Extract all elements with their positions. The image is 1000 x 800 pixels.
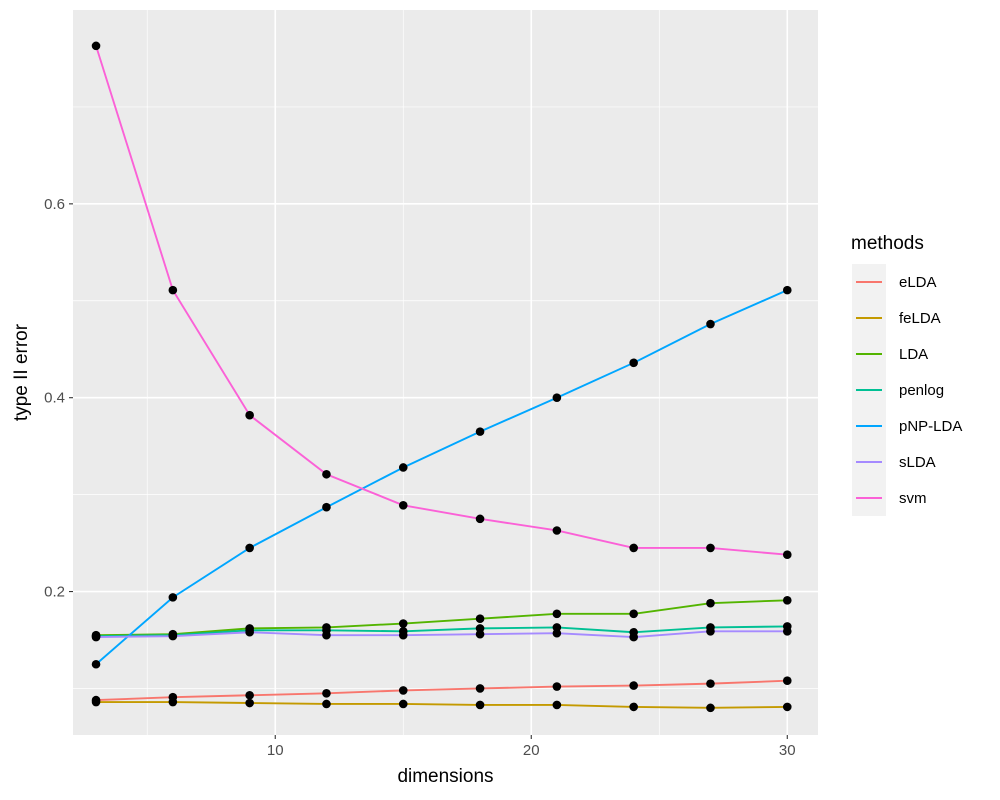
data-point-lda bbox=[629, 609, 638, 619]
data-point-pnp-lda bbox=[168, 593, 178, 602]
data-point-slda bbox=[168, 631, 178, 641]
data-point-pnp-lda bbox=[91, 659, 101, 669]
data-point-slda bbox=[629, 632, 638, 642]
data-point-pnp-lda bbox=[245, 543, 254, 553]
y-tick-label: 0.6 bbox=[44, 196, 65, 213]
plot-panel bbox=[73, 10, 818, 735]
legend-label: eLDA bbox=[899, 274, 937, 291]
data-point-felda bbox=[168, 697, 178, 707]
series-line-elda bbox=[96, 679, 788, 702]
legend-label: svm bbox=[899, 490, 927, 507]
data-point-slda bbox=[398, 630, 408, 640]
legend-label: sLDA bbox=[899, 454, 936, 471]
data-point-pnp-lda bbox=[629, 358, 638, 368]
data-point-svm bbox=[782, 550, 792, 560]
data-point-elda bbox=[322, 689, 331, 698]
data-point-felda bbox=[91, 697, 101, 707]
data-point-slda bbox=[706, 626, 715, 636]
data-point-elda bbox=[245, 690, 254, 700]
data-point-pnp-lda bbox=[782, 285, 792, 295]
data-point-felda bbox=[629, 702, 638, 712]
legend: methods eLDA feLDA LDA penlog pNP-LDA sLDA svm bbox=[851, 233, 962, 516]
data-point-pnp-lda bbox=[398, 463, 408, 472]
data-point-felda bbox=[782, 702, 792, 712]
data-point-svm bbox=[91, 41, 101, 51]
legend-label: feLDA bbox=[899, 310, 941, 327]
series-line-penlog bbox=[96, 625, 788, 638]
data-point-svm bbox=[168, 285, 178, 295]
data-point-pnp-lda bbox=[475, 427, 485, 436]
legend-label: penlog bbox=[899, 382, 944, 399]
x-axis-title: dimensions bbox=[397, 766, 493, 787]
major-gridlines bbox=[73, 10, 818, 735]
data-point-pnp-lda bbox=[552, 393, 562, 403]
data-point-slda bbox=[91, 632, 101, 642]
x-tick-label: 10 bbox=[267, 742, 284, 759]
y-tick-label: 0.4 bbox=[44, 390, 65, 407]
data-point-lda bbox=[782, 595, 792, 605]
data-point-elda bbox=[782, 676, 792, 686]
data-point-svm bbox=[706, 543, 715, 553]
data-point-svm bbox=[398, 500, 408, 510]
x-axis: 10 20 30 bbox=[267, 735, 796, 759]
data-point-slda bbox=[552, 628, 562, 638]
data-points bbox=[91, 41, 792, 713]
series-line-felda bbox=[96, 701, 788, 709]
y-tick-label: 0.2 bbox=[44, 584, 65, 601]
data-point-felda bbox=[322, 699, 331, 709]
legend-label: LDA bbox=[899, 346, 928, 363]
data-point-svm bbox=[322, 469, 331, 479]
data-point-pnp-lda bbox=[706, 319, 715, 329]
series-line-slda bbox=[96, 630, 788, 639]
data-point-elda bbox=[629, 681, 638, 690]
data-point-felda bbox=[706, 703, 715, 713]
data-point-lda bbox=[706, 598, 715, 608]
series-line-lda bbox=[96, 599, 788, 637]
series-line-svm bbox=[95, 45, 788, 556]
data-point-felda bbox=[552, 700, 562, 710]
data-point-svm bbox=[475, 514, 485, 524]
data-point-slda bbox=[322, 630, 331, 640]
data-point-svm bbox=[629, 543, 638, 553]
data-point-lda bbox=[398, 619, 408, 628]
data-point-elda bbox=[706, 679, 715, 688]
data-point-elda bbox=[552, 682, 562, 691]
x-tick-label: 20 bbox=[523, 742, 540, 759]
data-point-felda bbox=[475, 700, 485, 710]
data-point-svm bbox=[552, 526, 562, 535]
minor-gridlines bbox=[73, 10, 818, 735]
data-point-elda bbox=[398, 686, 408, 695]
data-point-felda bbox=[245, 698, 254, 708]
data-point-felda bbox=[398, 699, 408, 709]
data-point-slda bbox=[245, 627, 254, 637]
legend-title: methods bbox=[851, 233, 924, 254]
data-point-svm bbox=[245, 410, 254, 420]
data-point-slda bbox=[782, 626, 792, 636]
data-point-lda bbox=[475, 614, 485, 623]
legend-label: pNP-LDA bbox=[899, 418, 962, 435]
y-axis-title: type II error bbox=[11, 323, 32, 421]
data-point-lda bbox=[552, 609, 562, 619]
data-point-pnp-lda bbox=[322, 502, 331, 512]
series-line-pnp-lda bbox=[95, 289, 788, 665]
y-axis: 0.2 0.4 0.6 bbox=[44, 196, 73, 601]
data-point-slda bbox=[475, 629, 485, 639]
data-point-elda bbox=[475, 684, 485, 693]
x-tick-label: 30 bbox=[779, 742, 796, 759]
series-lines bbox=[95, 45, 788, 709]
